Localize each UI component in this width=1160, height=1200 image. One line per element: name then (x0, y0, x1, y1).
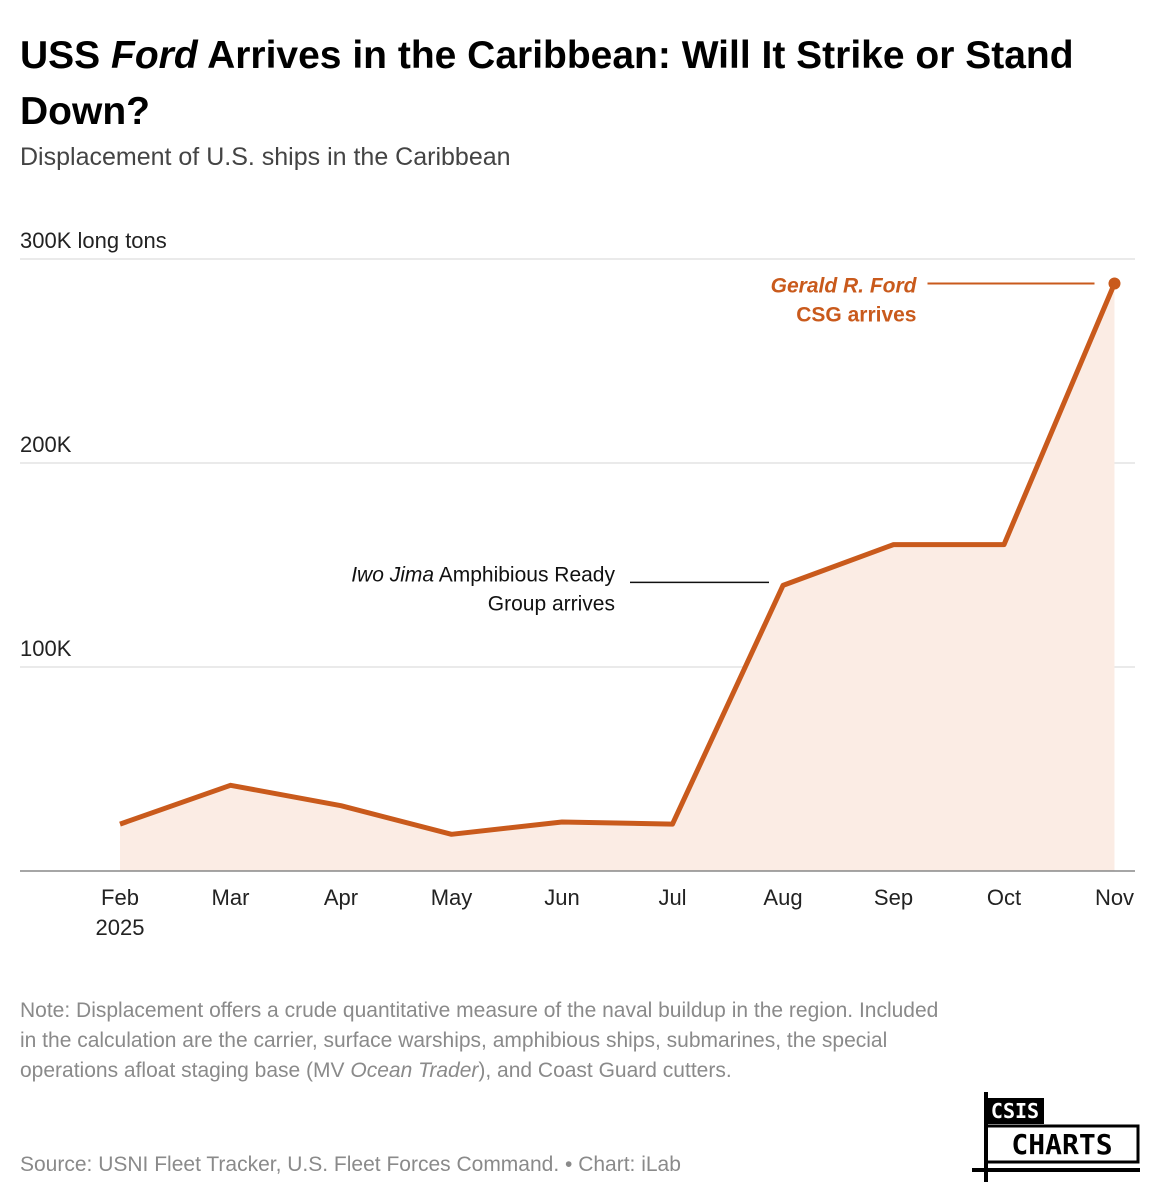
x-tick-label: Nov (1095, 885, 1134, 910)
y-tick-label: 300K long tons (20, 228, 167, 253)
x-tick-sublabel: 2025 (96, 915, 145, 940)
x-tick-label: Aug (763, 885, 802, 910)
x-tick-label: May (431, 885, 473, 910)
annotation-ford-line2: CSG arrives (796, 303, 916, 326)
x-tick-label: Jun (544, 885, 579, 910)
x-tick-label: Mar (212, 885, 250, 910)
annotation-iwo-jima-line2: Group arrives (488, 592, 615, 615)
x-tick-label: Oct (987, 885, 1021, 910)
area-fill (120, 283, 1115, 871)
chart-note: Note: Displacement offers a crude quanti… (20, 999, 939, 1082)
csis-charts-logo: CSIS CHARTS (972, 1092, 1140, 1182)
chart-source: Source: USNI Fleet Tracker, U.S. Fleet F… (20, 1153, 681, 1176)
title-italic: Ford (111, 34, 198, 77)
x-tick-label: Sep (874, 885, 913, 910)
svg-text:CSIS: CSIS (991, 1099, 1039, 1123)
x-tick-label: Apr (324, 885, 358, 910)
y-tick-label: 100K (20, 636, 72, 661)
annotation-ford: Gerald R. Ford (771, 274, 918, 297)
annotations: Iwo Jima Amphibious Ready Group arrives Ge… (351, 274, 1121, 615)
ford-endpoint-marker (1108, 277, 1121, 290)
y-tick-label: 200K (20, 432, 72, 457)
svg-text:CHARTS: CHARTS (1011, 1128, 1112, 1161)
x-axis-labels: Feb 2025 Mar Apr May Jun Jul Aug Sep Oct Nov (96, 885, 1135, 940)
chart-title: USS Ford Arrives in the Caribbean: Will … (20, 34, 1074, 133)
x-tick-label: Jul (658, 885, 686, 910)
annotation-iwo-jima: Iwo Jima Amphibious Ready (351, 563, 615, 586)
x-tick-label: Feb (101, 885, 139, 910)
series-line (119, 282, 1117, 837)
displacement-chart: 100K 200K 300K long tons Feb 2025 Mar Apr May J… (20, 228, 1135, 940)
chart-subtitle: Displacement of U.S. ships in the Caribb… (20, 143, 511, 171)
y-axis-labels: 100K 200K 300K long tons (20, 228, 167, 661)
